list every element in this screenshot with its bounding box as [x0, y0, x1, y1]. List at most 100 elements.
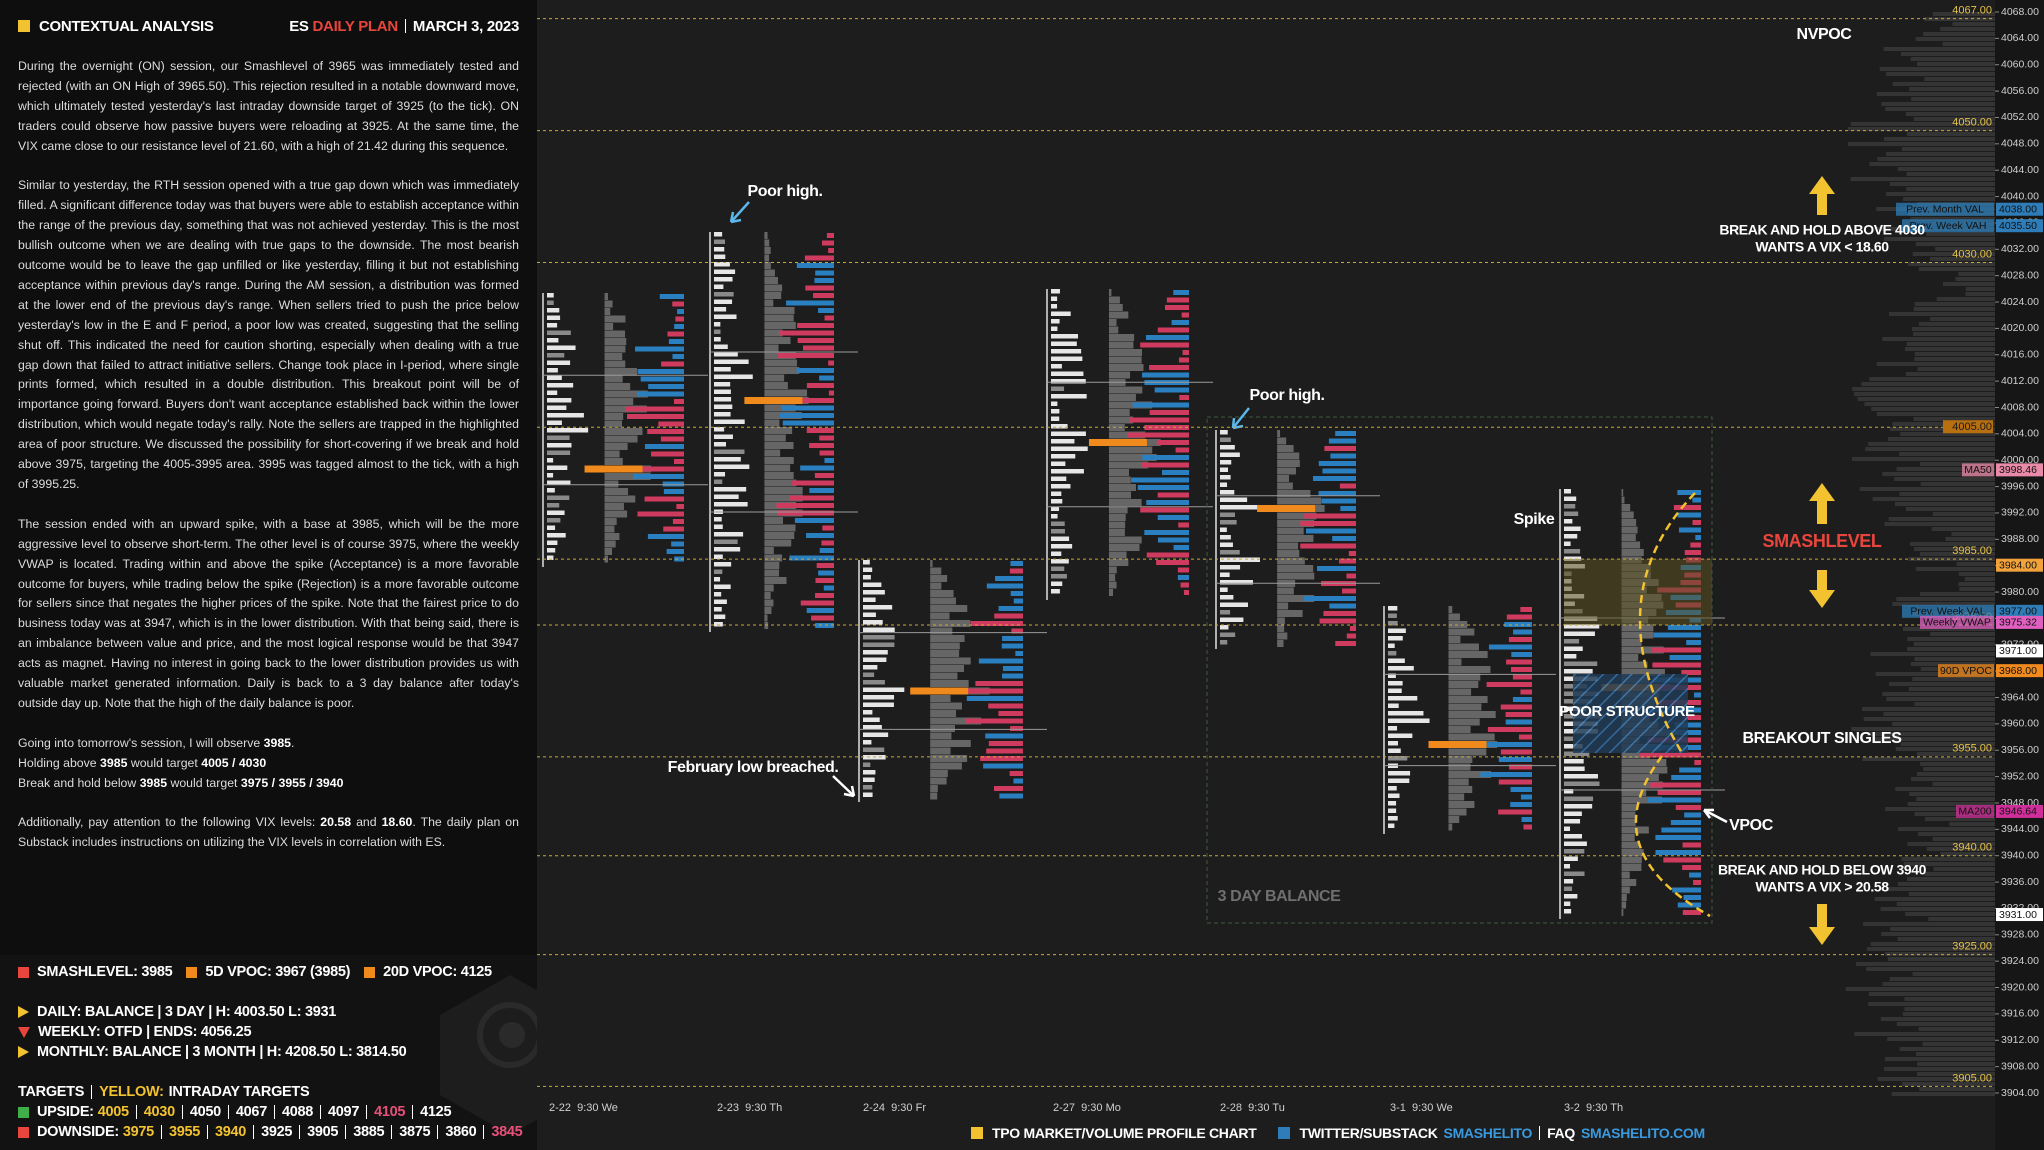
delta-row [1009, 771, 1023, 776]
delta-row [663, 489, 684, 494]
volume-bar [1887, 957, 1995, 961]
delta-row [1498, 809, 1532, 815]
tpo-row [1220, 512, 1235, 517]
volume-bar [1915, 37, 1995, 41]
tpo-row [1220, 535, 1231, 540]
profile-row [1108, 401, 1153, 409]
tpo-row [1051, 289, 1060, 294]
key-levels: SMASHLEVEL: 3985 5D VPOC: 3967 (3985) 20D … [18, 964, 492, 980]
profile-row [764, 427, 793, 434]
profile-row [764, 517, 783, 524]
tpo-row [714, 277, 733, 282]
target-value: 4005 [97, 1104, 129, 1121]
targets-label: TARGETS [18, 1084, 85, 1101]
profile-row [1108, 334, 1135, 341]
profile-row [1108, 514, 1126, 521]
status-marker [18, 1006, 29, 1019]
tpo-row [863, 657, 887, 662]
delta-row [824, 458, 834, 463]
tpo-row [863, 560, 870, 565]
delta-row [1520, 607, 1532, 612]
delta-row [1520, 689, 1532, 695]
delta-row [818, 570, 834, 576]
tpo-row [1388, 711, 1424, 716]
delta-row [1010, 726, 1023, 731]
profile-row [930, 642, 960, 650]
volume-bar [1859, 487, 1995, 491]
volume-bar [1926, 847, 1995, 851]
delta-row [1171, 320, 1189, 325]
delta-row [672, 519, 684, 524]
volume-bar [1871, 407, 1995, 411]
profile-row [1621, 504, 1631, 511]
tpo-row [1564, 759, 1584, 764]
volume-bar [1914, 657, 1995, 661]
tpo-row [1051, 424, 1068, 429]
profile-row [1621, 526, 1638, 534]
profile-row [764, 442, 794, 449]
profile-row [604, 510, 628, 518]
site-link[interactable]: SMASHELITO.COM [1580, 1125, 1705, 1141]
text: . [291, 735, 295, 750]
profile-row [764, 479, 797, 487]
volume-bar [1882, 472, 1995, 476]
delta-row [800, 600, 834, 606]
volume-bar [1866, 967, 1995, 971]
profile-row [764, 337, 791, 344]
volume-bar [1914, 812, 1995, 816]
volume-bar [1917, 1072, 1995, 1076]
target-value: 3905 [307, 1124, 339, 1141]
delta-row [1002, 673, 1023, 679]
delta-row [1487, 742, 1532, 747]
target-row: DOWNSIDE: 3975 3955 3940 3925 3905 3885 3875 386… [18, 1124, 523, 1141]
delta-row [635, 346, 684, 352]
volume-bar [1868, 442, 1995, 446]
profile-row [1108, 326, 1119, 334]
divider [437, 1125, 439, 1140]
poc-bar [1428, 741, 1487, 748]
tpo-row [863, 747, 885, 752]
tpo-row [714, 494, 739, 499]
tpo-row [714, 622, 723, 627]
volume-bar [1916, 797, 1995, 801]
profile-row [930, 605, 968, 612]
profile-row [1448, 666, 1491, 673]
volume-bar [1872, 497, 1995, 501]
tpo-row [1564, 819, 1581, 824]
profile-row [1621, 894, 1627, 901]
volume-bar [1965, 287, 1995, 291]
tpo-row [1051, 311, 1071, 316]
delta-row [1693, 880, 1701, 885]
y-tick-label: 4024.00 [2001, 296, 2039, 308]
annotation: February low breached. [668, 759, 839, 776]
tpo-row [547, 465, 568, 470]
volume-bar [1911, 327, 1995, 331]
delta-row [1500, 704, 1532, 710]
delta-row [980, 756, 1023, 761]
volume-bar [1876, 92, 1995, 96]
delta-row [1340, 506, 1356, 511]
level-label: 4030.00 [1952, 248, 1992, 260]
tpo-row [863, 627, 895, 632]
tpo-row [1564, 669, 1593, 674]
delta-row [1506, 614, 1532, 620]
profile-row [1448, 823, 1453, 831]
tpo-row [1051, 476, 1067, 481]
profile-row [1448, 763, 1471, 771]
tpo-row [1564, 886, 1573, 891]
volume-bar [1940, 27, 1995, 31]
level-label: 4005.00 [1952, 421, 1992, 433]
volume-bar [1850, 177, 1995, 181]
observe-line: Break and hold below 3985 would target 3… [18, 774, 519, 794]
tpo-row [863, 687, 905, 692]
balance-box [1206, 416, 1713, 924]
volume-bar [1907, 637, 1995, 641]
profile-row [604, 383, 631, 390]
volume-bar [1887, 1037, 1995, 1041]
delta-row [671, 541, 684, 547]
tpo-row [547, 330, 571, 335]
tpo-row [714, 577, 721, 582]
profile-row [764, 532, 795, 539]
handle[interactable]: SMASHELITO [1443, 1125, 1533, 1141]
volume-bar [1906, 172, 1995, 176]
